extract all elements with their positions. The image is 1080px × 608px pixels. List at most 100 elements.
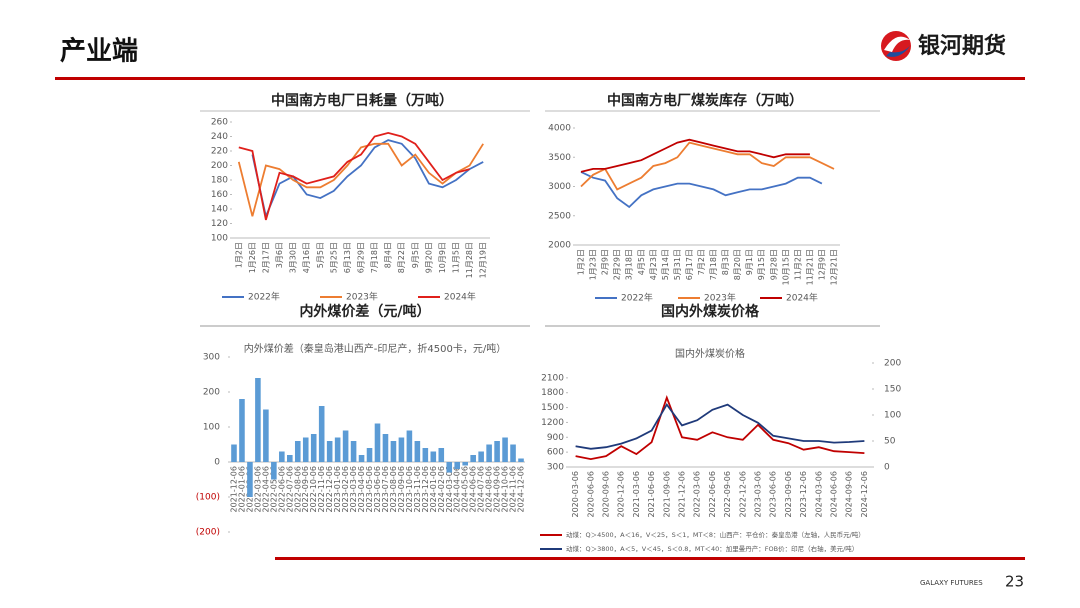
x-tick-label: 2023-06-06 (373, 466, 382, 513)
y-tick-label: 140 (211, 205, 228, 215)
series-line (575, 395, 865, 461)
x-tick-label: 1月26日 (248, 242, 257, 273)
x-tick-label: 2023-08-06 (389, 466, 398, 513)
bar (438, 448, 445, 462)
x-tick-label: 1月2日 (577, 249, 586, 275)
x-tick-label: 2023-11-06 (413, 466, 422, 513)
y-tick-label: 200 (211, 161, 228, 171)
bar (390, 441, 397, 462)
x-tick-label: 2022-04-06 (261, 466, 270, 513)
x-tick-label: 2023-09-06 (784, 471, 793, 518)
bar (342, 430, 349, 462)
legend-label: 2024年 (786, 292, 818, 304)
x-tick-label: 4月23日 (649, 249, 658, 280)
legend-label: 2024年 (444, 291, 476, 303)
bar (462, 462, 468, 466)
bar (414, 441, 421, 462)
x-tick-label: 2024-02-06 (437, 466, 446, 513)
bar (454, 462, 461, 469)
y-tick-label: 3500 (548, 153, 571, 163)
y-tick-label: 180 (211, 176, 228, 186)
bar (430, 451, 437, 462)
y-tick-label: 160 (211, 190, 228, 200)
bar (494, 441, 500, 462)
x-tick-label: 7月18日 (370, 242, 379, 273)
bar (294, 441, 301, 462)
y-tick-label: 240 (211, 132, 228, 142)
x-tick-label: 2022-09-06 (301, 466, 310, 513)
x-tick-label: 2023-07-06 (381, 466, 390, 513)
x-tick-label: 11月2日 (793, 249, 802, 280)
y-tick-label: (200) (196, 528, 220, 538)
y-tick-label: 4000 (548, 124, 571, 134)
bar (518, 458, 524, 462)
x-tick-label: 2024-12-06 (517, 466, 526, 513)
series-line (580, 141, 835, 191)
legend-label: 2023年 (346, 291, 378, 303)
y-tick-label: 200 (203, 388, 220, 398)
x-tick-label: 2023-09-06 (397, 466, 406, 513)
x-tick-label: 12月21日 (829, 249, 838, 285)
x-tick-label: 2月17日 (261, 242, 270, 273)
x-tick-label: 10月15日 (781, 249, 790, 285)
x-tick-label: 6月13日 (343, 242, 352, 273)
series-line (237, 142, 484, 217)
x-tick-label: 2024-08-06 (485, 466, 494, 513)
x-tick-label: 6月29日 (357, 242, 366, 273)
x-tick-label: 2023-03-06 (349, 466, 358, 513)
bar (446, 462, 453, 473)
legend-label: 2023年 (704, 292, 736, 304)
y-tick-label: 600 (547, 448, 564, 458)
y-tick-label: 100 (211, 234, 228, 244)
bar (302, 437, 309, 462)
x-tick-label: 2024-05-06 (461, 466, 470, 513)
series-line (575, 402, 865, 450)
y-tick-label: 100 (203, 423, 220, 433)
y-tick-label: 2100 (541, 373, 564, 383)
x-tick-label: 3月6日 (275, 242, 284, 268)
footer-brand: GALAXY FUTURES (920, 579, 983, 587)
y-tick-label: 120 (211, 219, 228, 229)
y2-tick-label: 150 (884, 385, 901, 395)
section-heading: 国内外煤炭价格 (661, 303, 760, 320)
x-tick-label: 2022-06-06 (708, 471, 717, 518)
chart-title: 中国南方电厂日耗量（万吨） (271, 92, 453, 109)
x-tick-label: 2022-05-06 (269, 466, 278, 513)
chart-title-box: 内外煤价差（秦皇岛港山西产-印尼产，折4500卡，元/吨） (244, 344, 506, 355)
bar (510, 444, 516, 462)
chart-title: 中国南方电厂煤炭库存（万吨） (607, 92, 803, 109)
x-tick-label: 8月22日 (397, 242, 406, 273)
bar (255, 378, 261, 462)
y-tick-label: 220 (211, 147, 228, 157)
x-tick-label: 11月5日 (452, 242, 461, 273)
x-tick-label: 2022-06-06 (277, 466, 286, 513)
logo-icon (881, 31, 911, 61)
section-heading: 内外煤价差（元/吨） (299, 303, 430, 320)
x-tick-label: 2024-12-06 (860, 471, 869, 518)
x-tick-label: 2024-11-06 (509, 466, 518, 513)
x-tick-label: 1月2日 (234, 242, 243, 268)
bar (231, 444, 237, 462)
x-tick-label: 11月28日 (465, 242, 474, 278)
x-tick-label: 9月5日 (411, 242, 420, 268)
series-line (580, 171, 823, 209)
x-tick-label: 3月18日 (625, 249, 634, 280)
x-tick-label: 11月21日 (805, 249, 814, 285)
x-tick-label: 2023-04-06 (357, 466, 366, 513)
x-tick-label: 2023-06-06 (769, 471, 778, 518)
y-tick-label: 3000 (548, 182, 571, 192)
x-tick-label: 2021-03-06 (632, 471, 641, 518)
x-tick-label: 7月18日 (709, 249, 718, 280)
x-tick-label: 7月2日 (697, 249, 706, 275)
x-tick-label: 2024-03-06 (445, 466, 454, 513)
x-tick-label: 2022-11-06 (317, 466, 326, 513)
bar (326, 441, 333, 462)
footer-rule (275, 557, 1025, 560)
bar (422, 448, 429, 462)
y-tick-label: 1800 (541, 388, 564, 398)
y-tick-label: 1200 (541, 418, 564, 428)
header-rule (55, 77, 1025, 80)
y-tick-label: 260 (211, 118, 228, 128)
x-tick-label: 5月25日 (329, 242, 338, 273)
